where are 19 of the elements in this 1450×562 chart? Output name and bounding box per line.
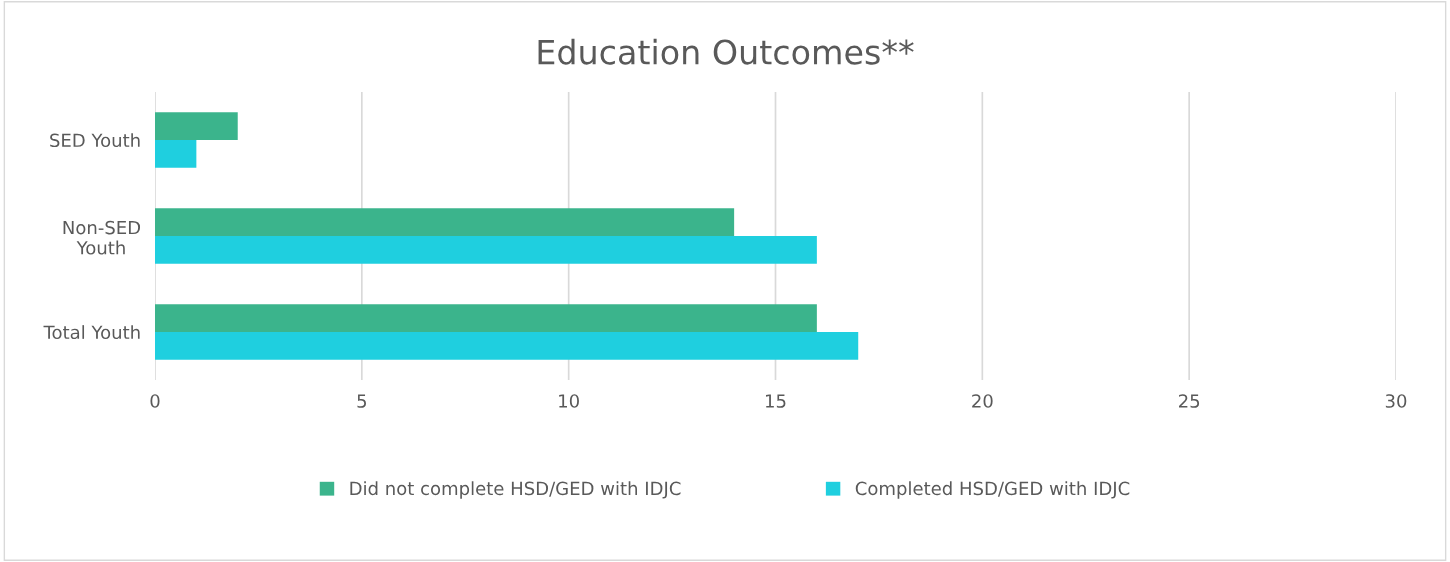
x-tick-label: 30 xyxy=(1385,394,1407,408)
bar xyxy=(155,304,817,332)
bar xyxy=(155,208,735,236)
chart-title: Education Outcomes** xyxy=(538,38,914,65)
x-tick-label: 10 xyxy=(559,394,579,408)
x-tick-label: 15 xyxy=(766,394,786,408)
x-tick-label: 20 xyxy=(972,394,993,408)
y-tick-label: SED Youth xyxy=(50,133,140,148)
x-tick-label: 5 xyxy=(357,394,366,408)
x-tick-label: 0 xyxy=(150,394,160,408)
y-tick-label: Total Youth xyxy=(43,325,140,340)
legend-label: Completed HSD/GED with IDJC xyxy=(855,481,1130,499)
x-tick-label: 25 xyxy=(1179,394,1200,408)
bar xyxy=(155,140,197,168)
bar xyxy=(155,112,238,140)
bar xyxy=(155,236,817,264)
legend-label: Did not complete HSD/GED with IDJC xyxy=(350,481,681,499)
y-tick-label: Non-SED Youth xyxy=(63,220,141,255)
bar xyxy=(155,332,859,360)
